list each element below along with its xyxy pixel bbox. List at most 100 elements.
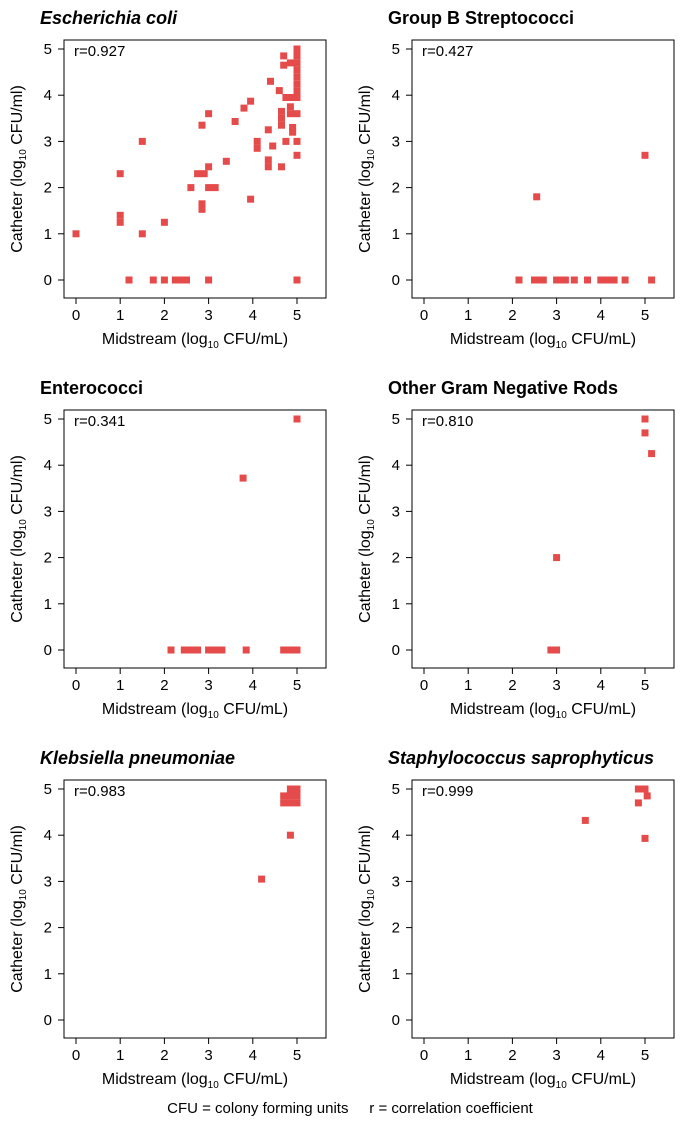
data-point	[280, 792, 288, 800]
data-point	[293, 276, 301, 284]
data-point	[171, 276, 179, 284]
x-tick-label: 5	[293, 307, 301, 324]
data-point	[293, 45, 301, 53]
data-point	[167, 646, 175, 654]
data-point	[286, 799, 294, 807]
y-tick-label: 3	[44, 873, 52, 890]
data-point	[280, 646, 288, 654]
x-axis-label: Midstream (log10 CFU/mL)	[102, 331, 288, 351]
data-point	[581, 816, 589, 824]
y-tick-label: 2	[392, 920, 400, 937]
plot-frame	[63, 779, 327, 1039]
chart-title: Group B Streptococci	[388, 8, 574, 28]
data-point	[641, 151, 649, 159]
data-point	[160, 218, 168, 226]
y-tick-label: 3	[392, 873, 400, 890]
data-point	[634, 799, 642, 807]
data-point	[648, 276, 656, 284]
x-tick-label: 4	[597, 307, 605, 324]
data-point	[539, 276, 547, 284]
data-point	[286, 110, 294, 118]
data-point	[198, 200, 206, 208]
y-tick-label: 1	[44, 966, 52, 983]
data-point	[280, 799, 288, 807]
x-tick-label: 5	[641, 677, 649, 694]
x-tick-label: 2	[160, 1047, 168, 1064]
data-point	[194, 170, 202, 178]
data-point	[293, 110, 301, 118]
data-point	[116, 211, 124, 219]
chart-title: Klebsiella pneumoniae	[40, 748, 235, 768]
y-axis-label: Catheter (log10 CFU/ml)	[357, 455, 377, 623]
y-axis-label: Catheter (log10 CFU/ml)	[9, 455, 29, 623]
data-point	[553, 646, 561, 654]
data-point	[643, 792, 651, 800]
x-tick-label: 4	[249, 1047, 257, 1064]
correlation-label: r=0.341	[74, 413, 125, 430]
data-point	[289, 128, 297, 136]
x-tick-label: 4	[597, 677, 605, 694]
data-point	[282, 137, 290, 145]
y-tick-label: 2	[44, 550, 52, 567]
data-point	[138, 230, 146, 238]
y-axis-label: Catheter (log10 CFU/ml)	[357, 825, 377, 993]
data-point	[535, 276, 543, 284]
chart-panel-6: Staphylococcus saprophyticus r=0.999 0 1 2 3 4…	[357, 748, 675, 1091]
data-point	[149, 276, 157, 284]
data-point	[278, 163, 285, 171]
data-point	[278, 121, 285, 129]
x-tick-label: 3	[204, 677, 212, 694]
y-tick-label: 3	[392, 503, 400, 520]
x-tick-label: 1	[116, 307, 124, 324]
data-point	[222, 157, 230, 165]
data-point	[278, 107, 285, 115]
x-tick-label: 5	[293, 677, 301, 694]
data-point	[293, 80, 301, 88]
data-point	[293, 799, 301, 807]
y-tick-label: 2	[44, 180, 52, 197]
x-tick-label: 3	[552, 677, 560, 694]
x-axis-label: Midstream (log10 CFU/mL)	[450, 331, 636, 351]
x-axis-label: Midstream (log10 CFU/mL)	[102, 701, 288, 721]
data-point	[597, 276, 605, 284]
y-tick-label: 1	[392, 226, 400, 243]
y-tick-label: 0	[392, 1012, 400, 1029]
correlation-label: r=0.983	[74, 783, 125, 800]
data-point	[269, 142, 277, 150]
chart-panel-1: Escherichia coli r=0.927 0 1 2 3 4 5 0 1 2 3 4 5 Midst…	[9, 8, 327, 351]
y-tick-label: 0	[44, 1012, 52, 1029]
data-point	[584, 276, 591, 284]
data-point	[601, 276, 609, 284]
y-tick-label: 4	[44, 827, 52, 844]
data-point	[267, 77, 274, 85]
data-point	[641, 429, 649, 437]
data-point	[239, 474, 247, 482]
x-tick-label: 1	[464, 677, 472, 694]
x-tick-label: 2	[160, 307, 168, 324]
x-tick-label: 2	[508, 307, 516, 324]
y-tick-label: 5	[44, 411, 52, 428]
y-axis-label: Catheter (log10 CFU/ml)	[357, 85, 377, 253]
data-point	[531, 276, 538, 284]
y-tick-label: 4	[44, 457, 52, 474]
y-tick-label: 3	[44, 133, 52, 150]
y-tick-label: 1	[44, 226, 52, 243]
data-point	[247, 97, 255, 105]
data-point	[194, 646, 202, 654]
x-tick-label: 0	[72, 1047, 80, 1064]
correlation-label: r=0.427	[422, 43, 473, 60]
data-point	[211, 184, 219, 192]
data-point	[242, 646, 250, 654]
data-point	[286, 103, 294, 111]
data-point	[116, 170, 124, 178]
data-point	[610, 276, 618, 284]
x-tick-label: 1	[116, 677, 124, 694]
x-tick-label: 2	[508, 1047, 516, 1064]
data-point	[183, 276, 190, 284]
data-point	[533, 193, 541, 201]
x-tick-label: 2	[160, 677, 168, 694]
y-tick-label: 0	[392, 642, 400, 659]
x-tick-label: 0	[72, 307, 80, 324]
data-point	[286, 59, 294, 67]
data-point	[648, 450, 656, 458]
